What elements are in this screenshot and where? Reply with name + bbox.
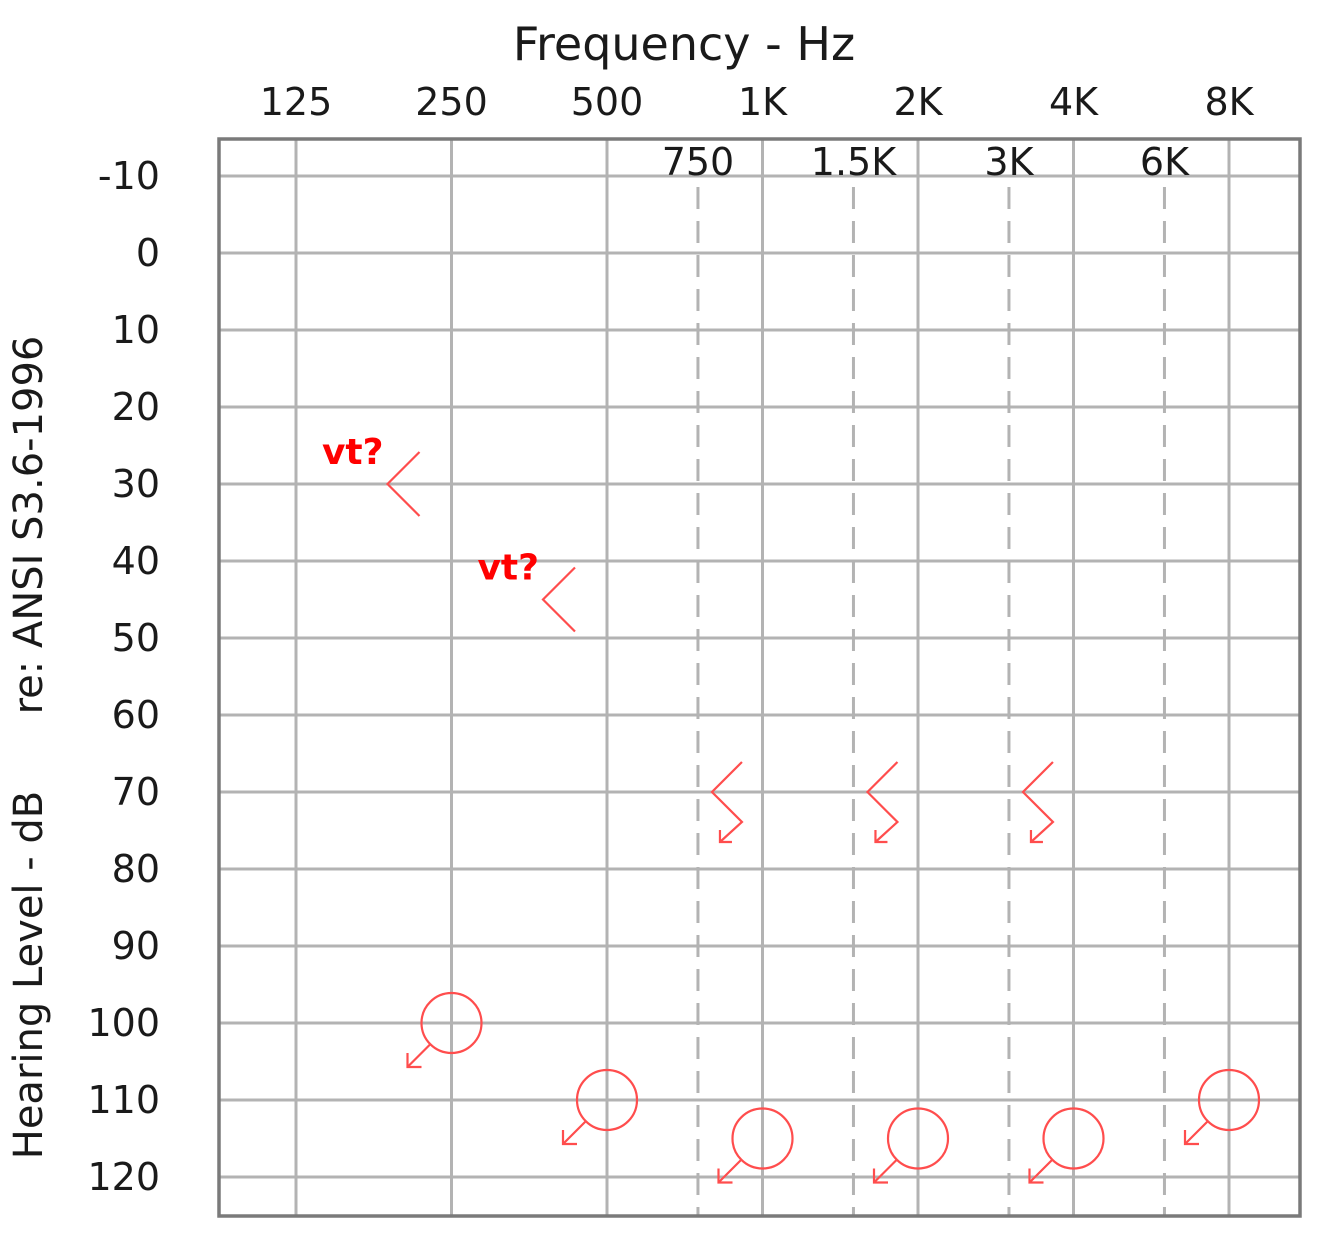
no-response-arrowhead bbox=[406, 1053, 422, 1069]
x-major-tick-label: 125 bbox=[260, 80, 333, 124]
no-response-arrowhead bbox=[718, 830, 732, 844]
y-tick-label: 110 bbox=[87, 1078, 160, 1122]
y-tick-label: 10 bbox=[112, 308, 160, 352]
x-minor-tick-label: 6K bbox=[1140, 140, 1190, 184]
y-tick-label: -10 bbox=[98, 154, 160, 198]
y-tick-label: 80 bbox=[112, 847, 160, 891]
y-tick-label: 0 bbox=[136, 231, 160, 275]
no-response-arrow bbox=[562, 1120, 587, 1145]
air-conduction-right-marker bbox=[1197, 1068, 1261, 1132]
x-major-tick-label: 4K bbox=[1049, 80, 1099, 124]
no-response-arrowhead bbox=[1183, 1130, 1199, 1146]
x-major-tick-label: 1K bbox=[738, 80, 788, 124]
chart-title: Frequency - Hz bbox=[513, 17, 855, 71]
no-response-arrow bbox=[873, 1158, 898, 1184]
y-tick-label: 30 bbox=[112, 462, 160, 506]
x-major-tick-label: 2K bbox=[893, 80, 943, 124]
y-tick-label: 20 bbox=[112, 385, 160, 429]
x-major-tick-label: 500 bbox=[571, 80, 644, 124]
vibrotactile-note: vt? bbox=[322, 432, 384, 473]
x-minor-tick-label: 750 bbox=[662, 140, 735, 184]
vibrotactile-note: vt? bbox=[477, 548, 539, 589]
no-response-arrow bbox=[717, 1158, 743, 1184]
grid-lines bbox=[219, 139, 1300, 1216]
air-conduction-right-marker bbox=[420, 991, 483, 1055]
y-tick-label: 50 bbox=[112, 616, 160, 660]
y-tick-label: 90 bbox=[112, 924, 160, 968]
x-major-tick-label: 8K bbox=[1204, 80, 1254, 124]
bone-conduction-left-marker bbox=[385, 451, 421, 517]
x-minor-tick-label: 1.5K bbox=[811, 140, 897, 184]
tick-labels: -10 0 10 20 30 40 50 60 70 80 90 100 110 120 125 250 500… bbox=[87, 80, 1254, 1199]
data-marks: vt? vt? bbox=[322, 432, 1261, 1184]
y-axis-label: Hearing Level - dB bbox=[6, 791, 52, 1160]
y-tick-label: 40 bbox=[112, 539, 160, 583]
no-response-arrowhead bbox=[1029, 830, 1043, 844]
x-minor-tick-label: 3K bbox=[984, 140, 1034, 184]
air-conduction-right-marker bbox=[575, 1068, 639, 1132]
x-major-tick-label: 250 bbox=[415, 80, 488, 124]
no-response-arrowhead bbox=[717, 1168, 733, 1184]
y-tick-label: 120 bbox=[87, 1155, 160, 1199]
no-response-arrowhead bbox=[1028, 1168, 1044, 1184]
no-response-arrow bbox=[1028, 1158, 1054, 1184]
y-axis-reference: re: ANSI S3.6-1996 bbox=[6, 336, 52, 715]
plot-frame bbox=[217, 137, 1302, 1218]
bone-conduction-left-marker bbox=[541, 566, 576, 633]
bone-conduction-no-response-marker bbox=[1021, 761, 1055, 843]
no-response-arrowhead bbox=[561, 1130, 577, 1146]
air-conduction-right-marker bbox=[886, 1107, 950, 1170]
y-tick-label: 100 bbox=[87, 1001, 160, 1045]
air-conduction-right-marker bbox=[731, 1107, 794, 1170]
no-response-arrow bbox=[1184, 1120, 1209, 1145]
air-conduction-right-marker bbox=[1042, 1107, 1105, 1170]
y-tick-label: 60 bbox=[112, 693, 160, 737]
y-tick-label: 70 bbox=[112, 770, 160, 814]
bone-conduction-no-response-marker bbox=[710, 761, 744, 843]
no-response-arrowhead bbox=[874, 830, 888, 844]
no-response-arrowhead bbox=[872, 1168, 888, 1184]
no-response-arrow bbox=[406, 1043, 432, 1068]
bone-conduction-no-response-marker bbox=[865, 761, 900, 843]
y-axis-title: Hearing Level - dB re: ANSI S3.6-1996 bbox=[6, 336, 52, 1160]
